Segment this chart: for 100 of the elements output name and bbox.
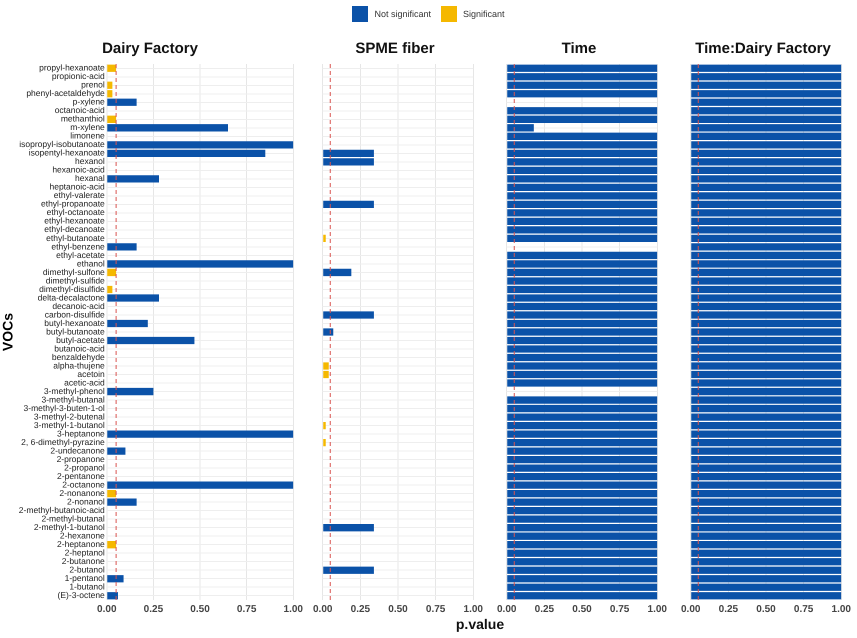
bar — [107, 498, 137, 506]
bar — [107, 575, 124, 582]
bar — [107, 260, 294, 268]
y-tick-label: 2-methyl-butanal — [41, 514, 105, 524]
x-tick-label: 1.00 — [284, 604, 304, 615]
y-tick-label: ethyl-acetate — [56, 250, 106, 260]
x-tick-label: 0.25 — [534, 604, 555, 615]
y-tick-label: octanoic-acid — [54, 105, 106, 116]
y-tick-label: 2, 6-dimethyl-pyrazine — [21, 436, 106, 447]
x-tick-label: 1.00 — [832, 604, 852, 615]
chart-title: Time:Dairy Factory — [695, 40, 832, 58]
x-tick-label: 0.50 — [190, 604, 210, 615]
bar — [107, 124, 228, 132]
bar — [323, 311, 374, 319]
y-tick-label: ethanol — [76, 258, 105, 268]
bar — [323, 422, 326, 430]
x-tick-label: 0.25 — [350, 604, 371, 615]
x-tick-label: 0.00 — [312, 604, 333, 615]
chart-title: Time — [562, 40, 596, 58]
bar — [107, 64, 116, 72]
x-tick-label: 0.50 — [756, 604, 776, 615]
y-tick-label: decanoic-acid — [52, 300, 106, 311]
y-tick-label: 2-nonanone — [59, 488, 106, 498]
x-tick-label: 1.00 — [648, 604, 668, 615]
y-tick-label: hexanal — [75, 173, 105, 184]
y-tick-label: 2-heptanol — [64, 548, 105, 558]
bar — [323, 234, 326, 242]
bar — [323, 524, 374, 532]
y-tick-label: 2-octanone — [62, 479, 106, 490]
bar — [323, 566, 374, 574]
y-axis-title: VOCs — [0, 312, 16, 352]
y-tick-label: phenyl-acetaldehyde — [26, 88, 106, 98]
y-tick-label: 2-methyl-1-butanol — [34, 522, 105, 532]
x-axis-title: p.value — [454, 616, 506, 632]
x-tick-label: 0.75 — [794, 604, 814, 615]
bar — [107, 320, 148, 328]
legend-label: Significant — [463, 9, 505, 19]
bar — [323, 328, 334, 336]
x-tick-label: 0.75 — [610, 604, 630, 615]
x-tick-label: 0.75 — [236, 604, 257, 615]
y-tick-label: benzaldehyde — [52, 352, 106, 362]
y-tick-label: 1-butanol — [69, 582, 105, 592]
y-tick-label: limonene — [70, 130, 106, 141]
y-tick-label: propionic-acid — [52, 71, 106, 82]
y-tick-label: 2-heptanone — [57, 539, 106, 550]
y-tick-label: 2-butanol — [69, 564, 105, 575]
y-tick-label: ethyl-hexanoate — [44, 216, 106, 226]
y-tick-label: ethyl-decanoate — [44, 224, 106, 234]
y-tick-label: (E)-3-octene — [58, 590, 106, 600]
y-tick-label: ethyl-octanoate — [46, 207, 106, 218]
bar — [107, 286, 112, 294]
bar — [107, 592, 118, 600]
y-tick-label: propyl-hexanoate — [39, 62, 106, 73]
chart-title: SPME fiber — [355, 40, 435, 58]
y-tick-label: dimethyl-sulfone — [42, 266, 106, 277]
y-tick-label: butyl-hexanoate — [44, 318, 106, 328]
y-tick-label: 2-hexanone — [60, 530, 106, 541]
y-tick-label: p-xylene — [72, 96, 106, 107]
x-tick-label: 0.25 — [144, 604, 164, 615]
bar — [107, 243, 137, 251]
bar — [107, 541, 116, 548]
x-tick-label: 0.75 — [426, 604, 446, 615]
bar — [107, 490, 116, 498]
bar — [107, 294, 159, 302]
x-tick-label: 0.00 — [496, 604, 517, 615]
y-tick-label: 3-methyl-phenol — [44, 386, 105, 396]
y-tick-label: m-xylene — [70, 122, 106, 132]
y-tick-label: ethyl-butanoate — [46, 232, 106, 243]
y-tick-label: isopentyl-hexanoate — [28, 148, 106, 158]
y-tick-label: butyl-butanoate — [46, 326, 106, 336]
bar — [107, 447, 126, 455]
y-tick-label: prenol — [81, 80, 105, 90]
y-tick-label: methanthiol — [60, 114, 105, 124]
chart-title: Dairy Factory — [102, 40, 199, 58]
y-tick-label: 2-methyl-butanoic-acid — [18, 505, 106, 516]
y-tick-label: 2-butanone — [62, 556, 106, 566]
bar — [107, 482, 294, 489]
bar — [323, 268, 352, 276]
bar — [107, 430, 294, 438]
x-tick-label: 0.00 — [97, 604, 117, 615]
y-tick-label: alpha-thujene — [53, 360, 106, 370]
bar — [107, 98, 137, 106]
y-tick-label: hexanoic-acid — [52, 164, 106, 175]
y-tick-label: 1-pentanol — [64, 573, 105, 584]
bar — [323, 200, 374, 208]
x-tick-label: 0.50 — [388, 604, 408, 615]
y-tick-label: heptanoic-acid — [49, 182, 106, 192]
bar — [107, 388, 154, 396]
bar — [107, 336, 194, 344]
y-tick-label: ethyl-valerate — [54, 190, 106, 200]
legend-label: Not significant — [374, 9, 431, 19]
bar — [323, 438, 326, 446]
y-tick-label: acetic-acid — [64, 377, 106, 388]
y-tick-label: 2-propanone — [56, 454, 106, 464]
x-tick-label: 0.25 — [718, 604, 739, 615]
x-tick-label: 1.00 — [464, 604, 484, 615]
bar — [107, 116, 116, 123]
x-tick-label: 0.50 — [572, 604, 592, 615]
y-tick-label: ethyl-propanoate — [40, 198, 106, 209]
y-tick-label: 2-nonanol — [66, 496, 105, 506]
